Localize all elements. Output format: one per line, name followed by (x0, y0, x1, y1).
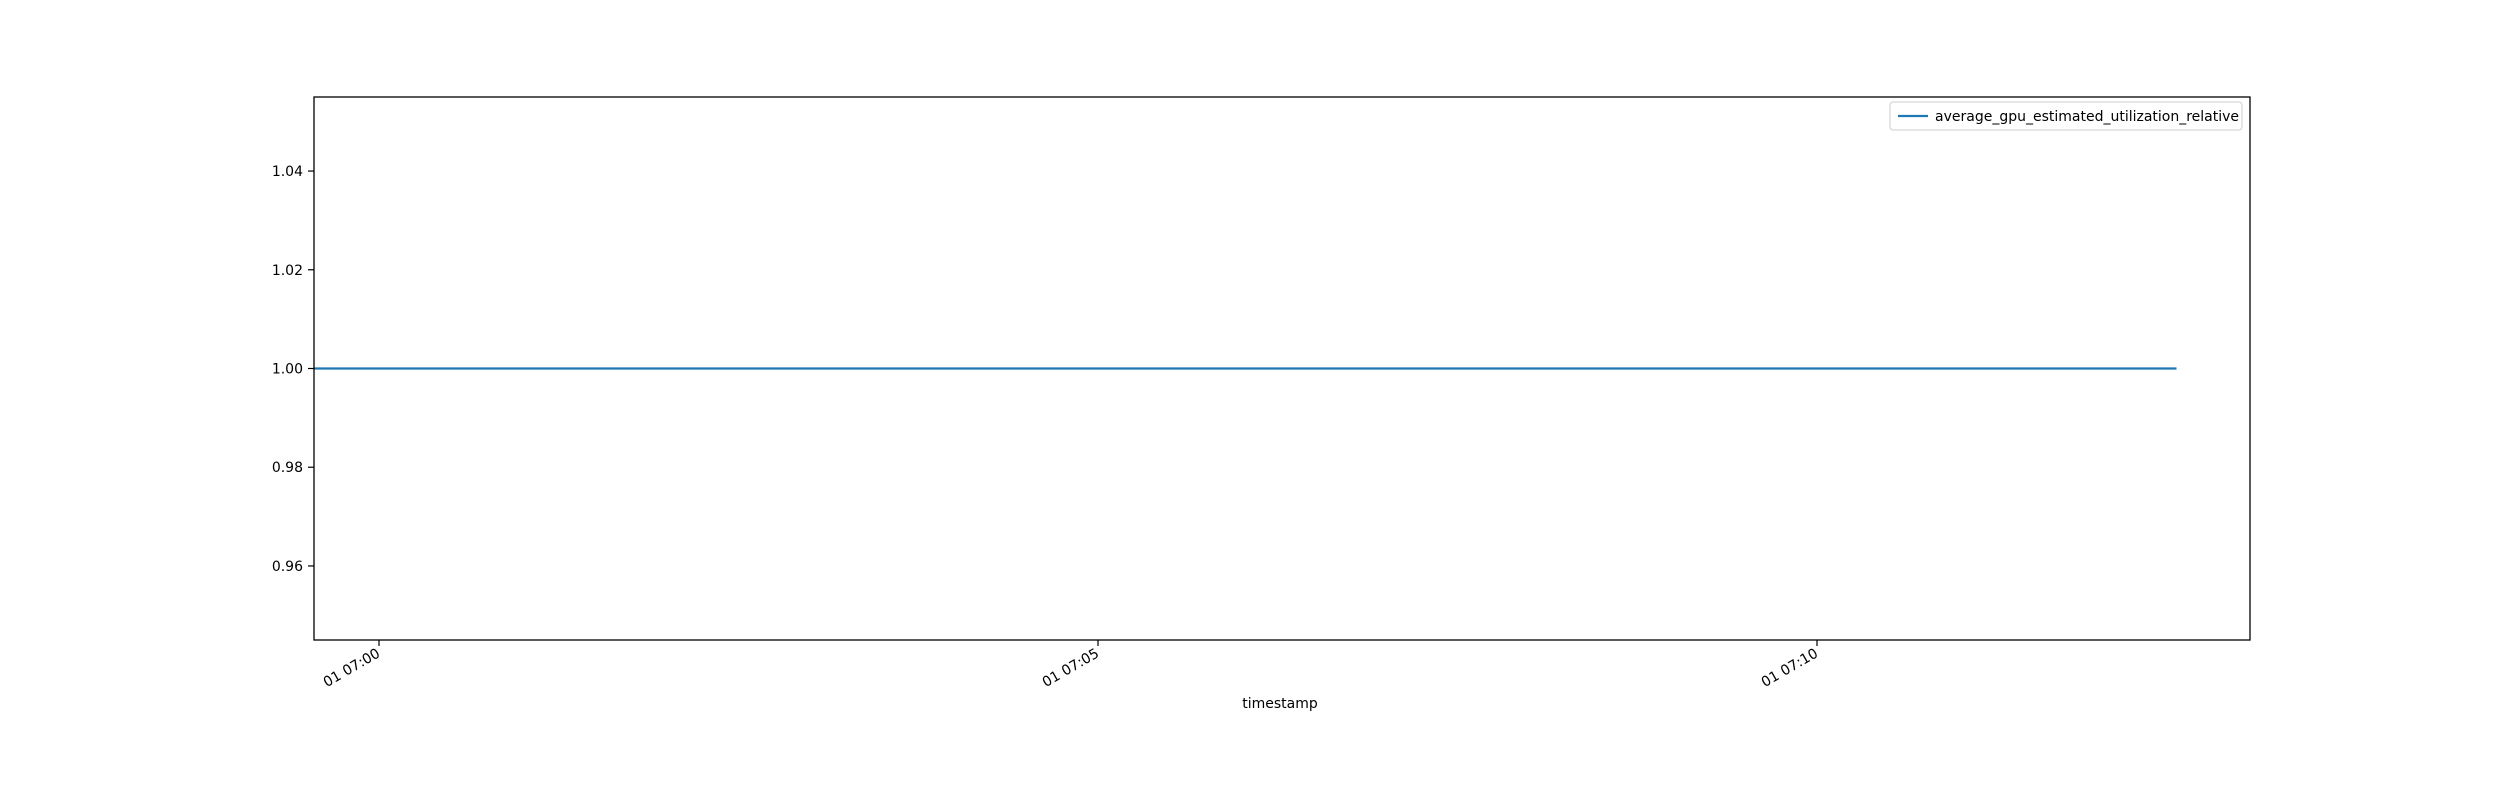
y-tick-label-2: 1.00 (272, 362, 303, 378)
legend: average_gpu_estimated_utilization_relati… (1889, 101, 2243, 131)
legend-label-0: average_gpu_estimated_utilization_relati… (1935, 109, 2239, 125)
legend-box (1889, 101, 2243, 131)
y-tick-label-1: 0.98 (272, 460, 303, 476)
y-tick-label-4: 1.04 (272, 164, 303, 180)
y-tick-label-3: 1.02 (272, 263, 303, 279)
x-axis-label: timestamp (1242, 696, 1318, 712)
y-tick-label-0: 0.96 (272, 559, 303, 575)
